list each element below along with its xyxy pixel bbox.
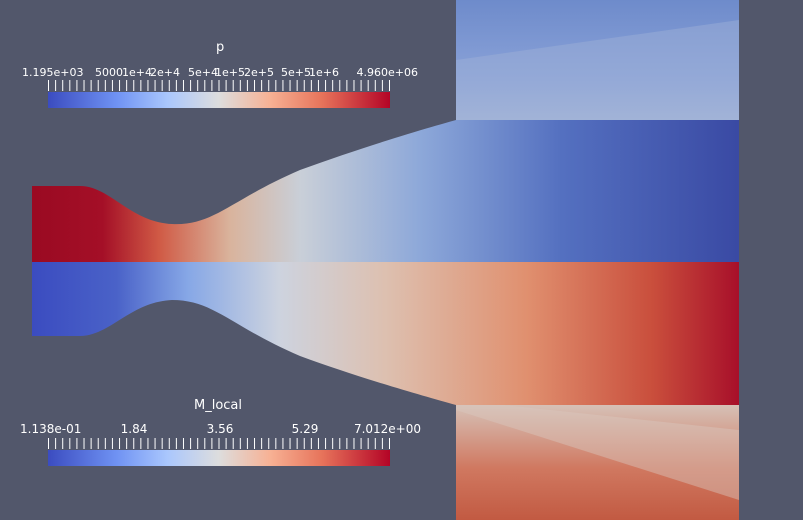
tick-label: 1.195e+03: [22, 66, 84, 79]
tick-label: 4.960e+06: [356, 66, 418, 79]
tick-label: 5.29: [291, 422, 319, 436]
tick-label: 1e+5: [215, 66, 245, 79]
legend-ticks: [48, 438, 390, 449]
tick-label: 7.012e+00: [353, 422, 421, 436]
tick-label: 1e+6: [309, 66, 339, 79]
tick-label: 2e+4: [150, 66, 180, 79]
nozzle-mach-field: [32, 262, 739, 405]
colorbar-p: [48, 92, 390, 108]
tick-label: 2e+5: [244, 66, 274, 79]
legend-pressure[interactable]: p 1.195e+03 5000 1e+4 2e+4 5e+4 1e+5 2e+…: [0, 38, 430, 128]
nozzle-pressure-field: [32, 120, 739, 262]
tick-label: 1e+4: [122, 66, 152, 79]
legend-title-m-local: M_local: [194, 398, 243, 413]
legend-mach[interactable]: M_local 1.138e-01 1.84 3.56 5.29 7.012e+…: [0, 396, 430, 486]
legend-ticks: [48, 80, 390, 91]
colorbar-m-local: [48, 450, 390, 466]
tick-label: 3.56: [206, 422, 234, 436]
tick-label: 5e+4: [188, 66, 218, 79]
plume-wave-lower: [456, 400, 739, 500]
tick-label: 1.84: [120, 422, 148, 436]
plume-wave-upper: [456, 20, 739, 130]
legend-title-p: p: [216, 40, 225, 55]
tick-label: 1.138e-01: [20, 422, 82, 436]
tick-label: 5e+5: [281, 66, 311, 79]
tick-label: 5000: [95, 66, 123, 79]
